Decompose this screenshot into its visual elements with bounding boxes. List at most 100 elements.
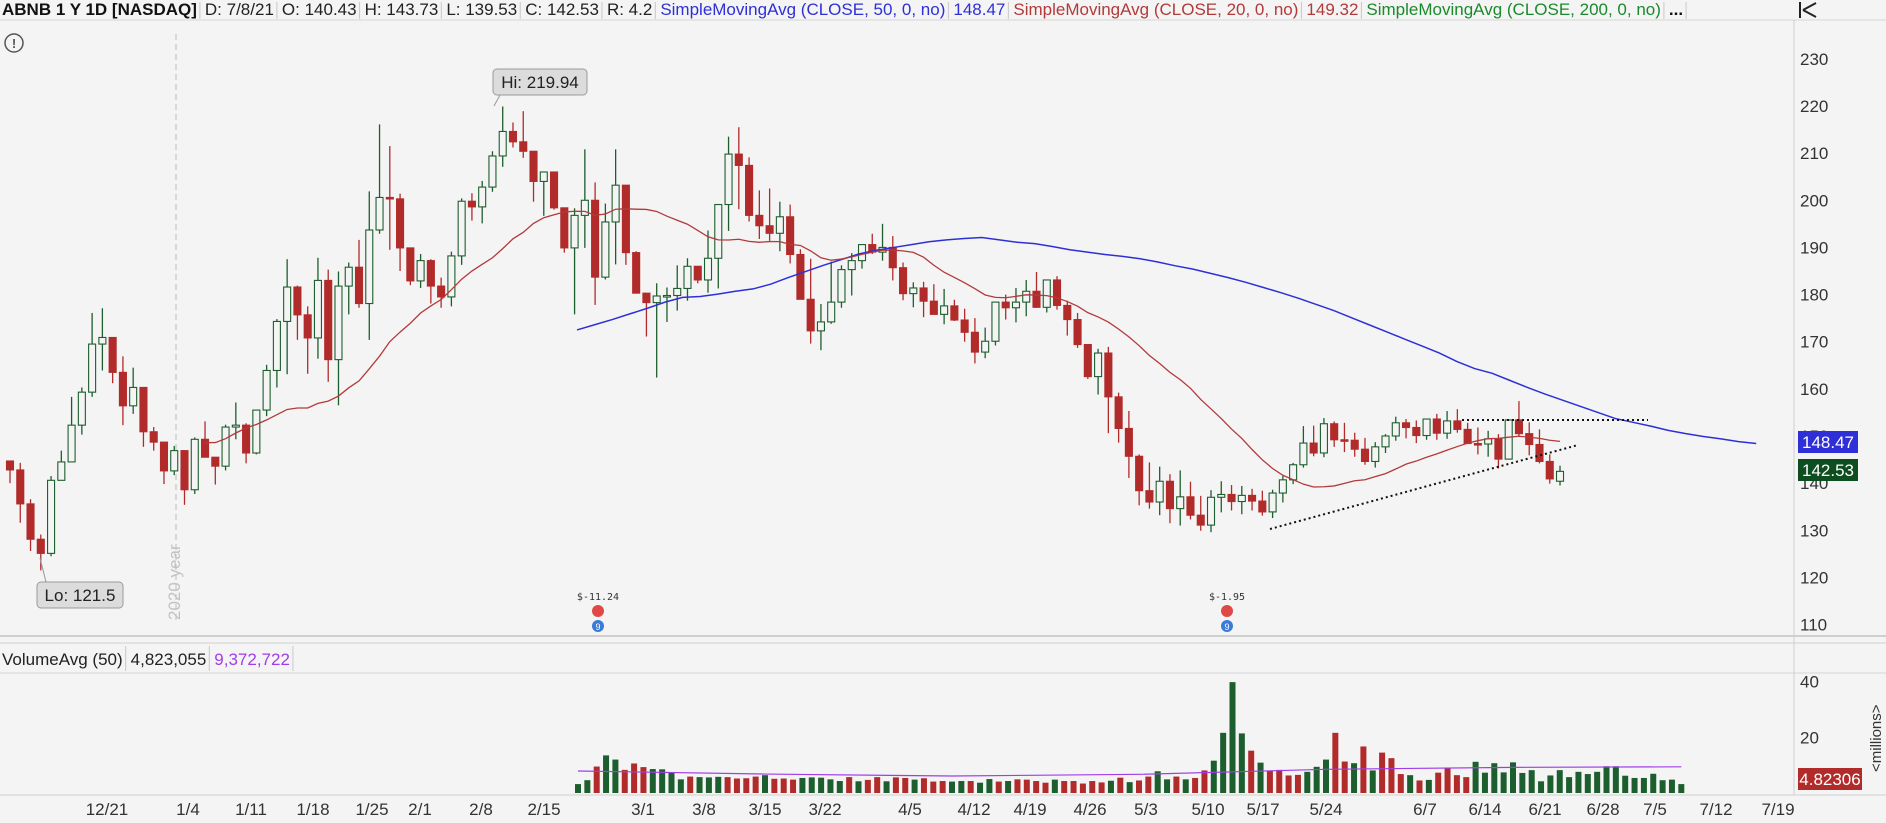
candle-body[interactable] (416, 260, 425, 282)
candle-body[interactable] (1350, 439, 1359, 450)
volume-bar[interactable] (818, 777, 825, 793)
candle-body[interactable] (1391, 422, 1400, 437)
volume-bar[interactable] (1435, 772, 1442, 793)
volume-bar[interactable] (1640, 777, 1647, 793)
candle-body[interactable] (796, 253, 805, 300)
candle-body[interactable] (365, 229, 374, 305)
volume-bar[interactable] (677, 779, 684, 793)
candle-body[interactable] (765, 225, 774, 234)
volume-bar[interactable] (864, 779, 871, 793)
volume-bar[interactable] (1098, 782, 1105, 793)
candle-body[interactable] (324, 279, 333, 361)
candle-body[interactable] (1443, 420, 1452, 434)
candle-body[interactable] (77, 391, 86, 426)
candle-body[interactable] (1319, 423, 1328, 454)
candle-body[interactable] (313, 279, 323, 339)
volume-bar[interactable] (1079, 783, 1086, 793)
candle-body[interactable] (1196, 514, 1205, 526)
candle-body[interactable] (1473, 442, 1482, 446)
info-marker-icon[interactable] (1221, 620, 1233, 632)
candle-body[interactable] (1278, 479, 1287, 494)
candle-body[interactable] (919, 287, 928, 302)
volume-bar[interactable] (920, 778, 927, 793)
candle-body[interactable] (755, 214, 764, 227)
volume-bar[interactable] (1201, 770, 1208, 793)
volume-bar[interactable] (902, 777, 909, 793)
candle-body[interactable] (396, 198, 405, 249)
candle-body[interactable] (806, 298, 815, 332)
candle-body[interactable] (129, 386, 138, 407)
volume-bar[interactable] (949, 781, 955, 793)
candle-body[interactable] (1206, 496, 1216, 526)
volume-bar[interactable] (958, 781, 965, 793)
volume-bar[interactable] (1500, 772, 1507, 793)
candle-body[interactable] (1494, 438, 1503, 460)
volume-bar[interactable] (1360, 746, 1367, 793)
volume-bar[interactable] (1407, 775, 1414, 793)
header-symbol[interactable]: ABNB 1 Y 1D [NASDAQ] (2, 0, 197, 19)
candle-body[interactable] (940, 305, 949, 315)
earnings-marker-icon[interactable] (592, 605, 604, 617)
candle-body[interactable] (1176, 496, 1185, 510)
candle-body[interactable] (478, 186, 487, 208)
candle-body[interactable] (1042, 279, 1051, 308)
candle-body[interactable] (662, 294, 672, 298)
candle-body[interactable] (26, 503, 35, 540)
volume-bar[interactable] (1164, 779, 1171, 793)
volume-bar[interactable] (1042, 782, 1049, 793)
candle-body[interactable] (1309, 442, 1318, 454)
candle-body[interactable] (1145, 490, 1154, 503)
candle-body[interactable] (816, 321, 825, 332)
candle-body[interactable] (118, 371, 127, 407)
volume-bar[interactable] (1220, 732, 1227, 793)
volume-bar[interactable] (631, 763, 638, 793)
volume-bar[interactable] (1033, 781, 1040, 793)
candle-body[interactable] (1289, 464, 1298, 481)
candle-body[interactable] (991, 301, 1000, 342)
collapse-icon[interactable] (1799, 2, 1817, 18)
volume-bar[interactable] (790, 779, 797, 793)
volume-bar[interactable] (1388, 758, 1395, 793)
candle-body[interactable] (1381, 435, 1390, 448)
volume-bar[interactable] (1070, 781, 1077, 793)
candle-body[interactable] (1422, 418, 1431, 437)
volume-bar[interactable] (1276, 769, 1283, 793)
candle-body[interactable] (447, 255, 456, 298)
volume-bar[interactable] (780, 778, 787, 793)
volume-bar[interactable] (1379, 752, 1386, 793)
volume-bar[interactable] (1304, 771, 1311, 793)
volume-bar[interactable] (1014, 779, 1021, 793)
volume-bar[interactable] (1510, 762, 1516, 793)
volume-bar[interactable] (752, 776, 759, 793)
volume-bar[interactable] (883, 781, 890, 793)
volume-bar[interactable] (1444, 767, 1451, 793)
header-more-button[interactable]: ... (1669, 0, 1683, 19)
volume-bar[interactable] (743, 778, 750, 793)
candle-body[interactable] (242, 424, 251, 454)
candle-body[interactable] (1001, 301, 1010, 309)
candle-body[interactable] (549, 171, 559, 209)
candle-body[interactable] (406, 247, 415, 282)
candle-body[interactable] (1535, 443, 1544, 463)
volume-bar[interactable] (1594, 771, 1601, 793)
volume-bar[interactable] (1631, 777, 1638, 793)
volume-bar[interactable] (967, 781, 974, 793)
volume-bar[interactable] (1472, 761, 1479, 793)
candle-body[interactable] (508, 130, 518, 143)
candle-body[interactable] (57, 461, 66, 481)
candle-body[interactable] (683, 265, 692, 289)
candle-body[interactable] (734, 153, 743, 166)
candle-body[interactable] (560, 207, 569, 249)
candle-body[interactable] (1258, 500, 1267, 513)
volume-bar[interactable] (724, 777, 731, 793)
candle-body[interactable] (1022, 290, 1031, 303)
earnings-marker-icon[interactable] (1221, 605, 1233, 617)
candle-body[interactable] (498, 130, 507, 157)
volume-bar[interactable] (621, 769, 628, 793)
candle-body[interactable] (488, 155, 497, 188)
candle-body[interactable] (344, 266, 353, 287)
candle-body[interactable] (231, 424, 240, 428)
candle-body[interactable] (1330, 423, 1339, 441)
volume-bar[interactable] (1369, 770, 1376, 793)
